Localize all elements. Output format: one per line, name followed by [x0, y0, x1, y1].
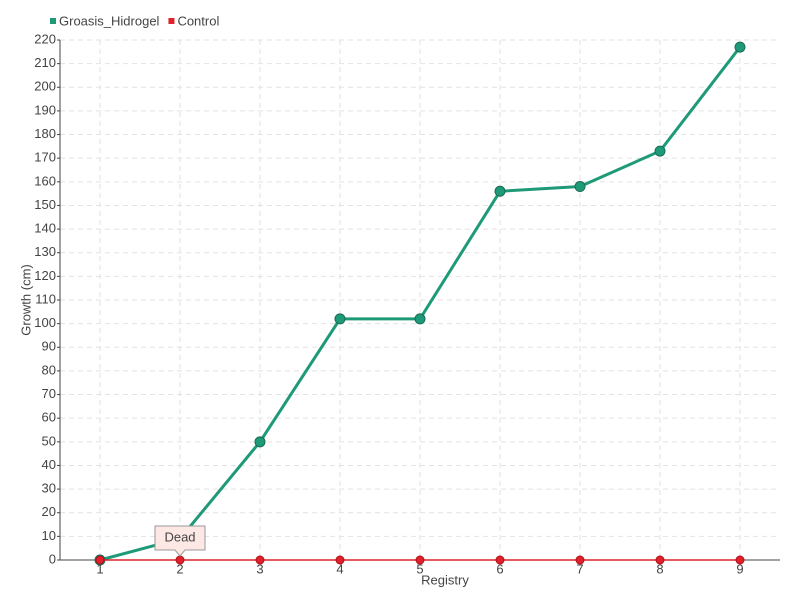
y-tick-label: 20 — [42, 504, 56, 519]
legend-label: Control — [177, 13, 219, 28]
y-tick-label: 180 — [34, 126, 56, 141]
point — [95, 555, 105, 565]
point — [735, 555, 745, 565]
y-tick-label: 30 — [42, 481, 56, 496]
x-axis-label: Registry — [421, 572, 469, 587]
y-tick-label: 170 — [34, 150, 56, 165]
point — [335, 555, 345, 565]
y-tick-label: 100 — [34, 315, 56, 330]
point — [415, 555, 425, 565]
x-tick-label: 7 — [576, 561, 583, 576]
legend-label: Groasis_Hidrogel — [59, 13, 160, 28]
y-axis-label: Growth (cm) — [18, 264, 33, 336]
point — [734, 41, 746, 53]
x-tick-label: 5 — [416, 561, 423, 576]
point — [574, 181, 586, 193]
x-tick-label: 6 — [496, 561, 503, 576]
tooltip-text: Dead — [164, 529, 195, 544]
y-tick-label: 90 — [42, 339, 56, 354]
x-tick-label: 8 — [656, 561, 663, 576]
x-tick-label: 1 — [96, 561, 103, 576]
point — [414, 313, 426, 325]
y-tick-label: 220 — [34, 31, 56, 46]
y-tick-label: 80 — [42, 362, 56, 377]
y-tick-label: 130 — [34, 244, 56, 259]
legend-swatch — [168, 18, 175, 24]
point — [495, 555, 505, 565]
annotation-tooltip: Dead — [154, 525, 206, 557]
y-tick-label: 40 — [42, 457, 56, 472]
y-tick-label: 60 — [42, 410, 56, 425]
y-tick-label: 0 — [49, 551, 56, 566]
point — [494, 185, 506, 197]
point — [175, 555, 185, 565]
point — [255, 555, 265, 565]
y-tick-label: 120 — [34, 268, 56, 283]
x-tick-label: 9 — [736, 561, 743, 576]
point — [654, 145, 666, 157]
y-tick-label: 210 — [34, 55, 56, 70]
y-tick-label: 110 — [35, 291, 56, 306]
point — [334, 313, 346, 325]
x-tick-label: 4 — [336, 561, 343, 576]
y-tick-label: 70 — [42, 386, 56, 401]
y-tick-label: 200 — [34, 79, 56, 94]
y-tick-label: 10 — [42, 528, 56, 543]
y-tick-label: 160 — [34, 173, 56, 188]
x-tick-label: 2 — [176, 561, 183, 576]
y-tick-label: 150 — [34, 197, 56, 212]
y-tick-label: 190 — [34, 102, 56, 117]
tooltip-box — [154, 525, 206, 557]
point — [254, 436, 266, 448]
point — [575, 555, 585, 565]
y-tick-label: 50 — [42, 433, 56, 448]
y-tick-label: 140 — [34, 221, 56, 236]
point — [655, 555, 665, 565]
legend-swatch — [50, 18, 56, 24]
x-tick-label: 3 — [256, 561, 263, 576]
